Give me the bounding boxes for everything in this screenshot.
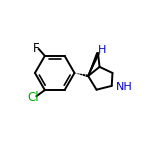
Text: NH: NH xyxy=(116,82,132,92)
Polygon shape xyxy=(88,53,99,76)
Text: F: F xyxy=(33,42,39,55)
Text: H: H xyxy=(98,45,106,55)
Text: Cl: Cl xyxy=(27,91,39,104)
